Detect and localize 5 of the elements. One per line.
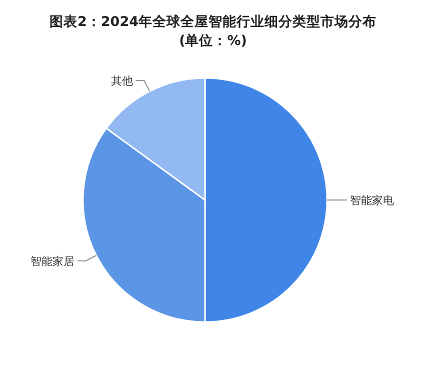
chart-title: 图表2：2024年全球全屋智能行业细分类型市场分布 bbox=[50, 13, 376, 30]
chart-subtitle: (单位：%) bbox=[179, 33, 247, 49]
slice-label: 其他 bbox=[111, 74, 134, 88]
slice-label: 智能家电 bbox=[350, 194, 394, 207]
slice-label: 智能家居 bbox=[30, 254, 75, 268]
